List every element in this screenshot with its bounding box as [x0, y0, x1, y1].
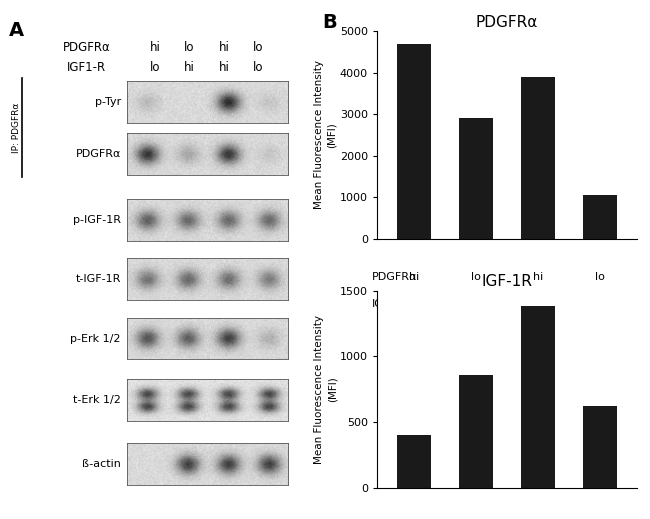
- Title: IGF-1R: IGF-1R: [482, 275, 532, 290]
- Text: IGF1-R: IGF1-R: [372, 299, 409, 309]
- Bar: [459, 118, 493, 239]
- Bar: [583, 195, 617, 239]
- Text: PDGFRα: PDGFRα: [372, 272, 417, 282]
- Text: IGF1-R: IGF1-R: [67, 61, 106, 74]
- Text: PDGFRα: PDGFRα: [62, 41, 110, 54]
- Text: t-IGF-1R: t-IGF-1R: [75, 275, 121, 284]
- Text: lo: lo: [253, 61, 263, 74]
- Text: hi: hi: [533, 272, 543, 282]
- Text: hi: hi: [218, 61, 229, 74]
- Bar: [521, 306, 555, 488]
- Title: PDGFRα: PDGFRα: [476, 15, 538, 30]
- Text: lo: lo: [185, 41, 195, 54]
- Text: PDGFRα: PDGFRα: [75, 148, 121, 159]
- Text: IP: PDGFRα: IP: PDGFRα: [12, 103, 21, 153]
- Text: lo: lo: [253, 41, 263, 54]
- Text: lo: lo: [471, 272, 481, 282]
- Text: hi: hi: [409, 272, 419, 282]
- Bar: [397, 44, 431, 239]
- Y-axis label: Mean Fluorescence Intensity
(MFI): Mean Fluorescence Intensity (MFI): [314, 60, 337, 210]
- Text: p-Tyr: p-Tyr: [95, 97, 121, 107]
- Bar: [397, 435, 431, 488]
- Text: lo: lo: [150, 61, 161, 74]
- Text: hi: hi: [184, 61, 195, 74]
- Bar: [583, 406, 617, 488]
- Text: lo: lo: [595, 272, 604, 282]
- Bar: [521, 77, 555, 239]
- Text: hi: hi: [218, 41, 229, 54]
- Text: hi: hi: [533, 299, 543, 309]
- Bar: [459, 375, 493, 488]
- Text: hi: hi: [150, 41, 161, 54]
- Text: lo: lo: [595, 299, 604, 309]
- Y-axis label: Mean Fluorescence Intensity
(MFI): Mean Fluorescence Intensity (MFI): [314, 315, 337, 464]
- Text: A: A: [9, 20, 25, 39]
- Text: p-IGF-1R: p-IGF-1R: [73, 215, 121, 225]
- Text: lo: lo: [410, 299, 419, 309]
- Text: t-Erk 1/2: t-Erk 1/2: [73, 395, 121, 405]
- Text: ß-actin: ß-actin: [82, 459, 121, 469]
- Text: B: B: [322, 13, 337, 32]
- Text: hi: hi: [471, 299, 481, 309]
- Text: p-Erk 1/2: p-Erk 1/2: [70, 334, 121, 344]
